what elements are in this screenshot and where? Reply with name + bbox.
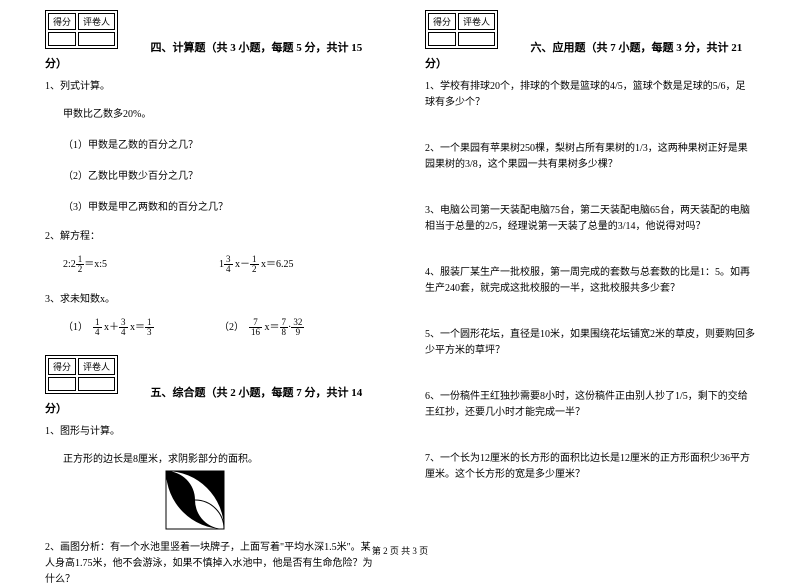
q6-2: 2、一个果园有苹果树250棵，梨树占所有果树的1/3，这两种果树正好是果园果树的…: [425, 141, 755, 173]
score-cell: [48, 377, 76, 391]
eq-3a: （1） 14 x＋34 x＝13: [63, 318, 219, 337]
score-box: 得分评卷人: [45, 10, 118, 49]
q4-1-2: （2）乙数比甲数少百分之几？: [63, 167, 375, 182]
score-label: 得分: [48, 358, 76, 375]
section-4-header: 得分评卷人 四、计算题（共 3 小题，每题 5 分，共计 15 分）: [45, 10, 375, 71]
score-label: 得分: [48, 13, 76, 30]
right-column: 得分评卷人 六、应用题（共 7 小题，每题 3 分，共计 21 分） 1、学校有…: [400, 5, 770, 540]
q6-1: 1、学校有排球20个，排球的个数是篮球的4/5，篮球个数是足球的5/6，足球有多…: [425, 79, 755, 111]
page-content: 得分评卷人 四、计算题（共 3 小题，每题 5 分，共计 15 分） 1、列式计…: [0, 0, 800, 540]
q6-5: 5、一个圆形花坛，直径是10米，如果围绕花坛铺宽2米的草皮，则要购回多少平方米的…: [425, 327, 755, 359]
q5-1: 1、图形与计算。: [45, 424, 375, 440]
grader-cell: [458, 32, 495, 46]
q4-2-equations: 2:212＝x:5 134 x－12 x＝6.25: [63, 255, 375, 274]
q6-6: 6、一份稿件王红独抄需要8小时，这份稿件正由别人抄了1/5，剩下的交给王红抄，还…: [425, 389, 755, 421]
grader-label: 评卷人: [78, 358, 115, 375]
q4-1: 1、列式计算。: [45, 79, 375, 95]
grader-cell: [78, 377, 115, 391]
score-label: 得分: [428, 13, 456, 30]
page-footer: 第 2 页 共 3 页: [0, 544, 800, 557]
score-box: 得分评卷人: [45, 355, 118, 394]
q6-7: 7、一个长为12厘米的长方形的面积比边长是12厘米的正方形面积少36平方厘米。这…: [425, 451, 755, 483]
score-box: 得分评卷人: [425, 10, 498, 49]
q4-1-1: （1）甲数是乙数的百分之几？: [63, 136, 375, 151]
q6-4: 4、服装厂某生产一批校服，第一周完成的套数与总套数的比是1：5。如再生产240套…: [425, 265, 755, 297]
geometry-figure: [165, 470, 225, 530]
left-column: 得分评卷人 四、计算题（共 3 小题，每题 5 分，共计 15 分） 1、列式计…: [30, 5, 400, 540]
q4-1a: 甲数比乙数多20%。: [63, 105, 375, 120]
eq-2b: 134 x－12 x＝6.25: [219, 255, 375, 274]
q6-3: 3、电脑公司第一天装配电脑75台，第二天装配电脑65台，两天装配的电脑相当于总量…: [425, 203, 755, 235]
grader-cell: [78, 32, 115, 46]
q4-3: 3、求未知数x。: [45, 292, 375, 308]
score-cell: [428, 32, 456, 46]
score-cell: [48, 32, 76, 46]
grader-label: 评卷人: [458, 13, 495, 30]
grader-label: 评卷人: [78, 13, 115, 30]
eq-2a: 2:212＝x:5: [63, 255, 219, 274]
section-5-header: 得分评卷人 五、综合题（共 2 小题，每题 7 分，共计 14 分）: [45, 355, 375, 416]
q4-3-equations: （1） 14 x＋34 x＝13 （2） 716 x＝78·329: [63, 318, 375, 337]
q4-2: 2、解方程：: [45, 229, 375, 245]
q4-1-3: （3）甲数是甲乙两数和的百分之几？: [63, 198, 375, 213]
q5-1a: 正方形的边长是8厘米，求阴影部分的面积。: [63, 450, 375, 465]
section-6-header: 得分评卷人 六、应用题（共 7 小题，每题 3 分，共计 21 分）: [425, 10, 755, 71]
eq-3b: （2） 716 x＝78·329: [219, 318, 375, 337]
